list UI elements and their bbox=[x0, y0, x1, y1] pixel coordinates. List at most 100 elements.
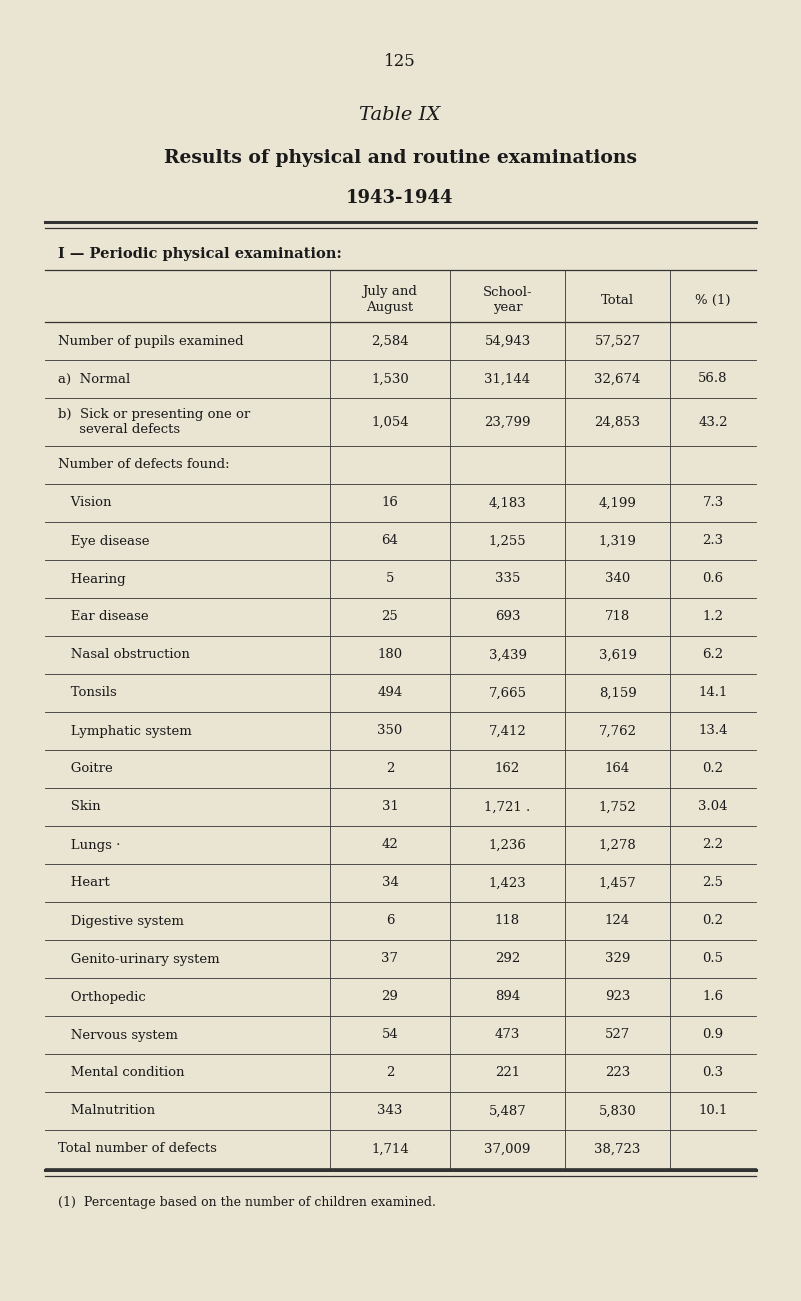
Text: Number of defects found:: Number of defects found: bbox=[58, 458, 230, 471]
Text: Heart: Heart bbox=[58, 877, 110, 890]
Text: 350: 350 bbox=[377, 725, 403, 738]
Text: 4,183: 4,183 bbox=[489, 497, 526, 510]
Text: 124: 124 bbox=[605, 915, 630, 928]
Text: 7,762: 7,762 bbox=[598, 725, 637, 738]
Text: 31: 31 bbox=[381, 800, 398, 813]
Text: Mental condition: Mental condition bbox=[58, 1067, 184, 1080]
Text: 718: 718 bbox=[605, 610, 630, 623]
Text: 56.8: 56.8 bbox=[698, 372, 728, 385]
Text: Hearing: Hearing bbox=[58, 572, 126, 585]
Text: 2.3: 2.3 bbox=[702, 535, 723, 548]
Text: Goitre: Goitre bbox=[58, 762, 113, 775]
Text: 2.2: 2.2 bbox=[702, 839, 723, 851]
Text: 1,255: 1,255 bbox=[489, 535, 526, 548]
Text: Total: Total bbox=[601, 294, 634, 307]
Text: Malnutrition: Malnutrition bbox=[58, 1105, 155, 1118]
Text: 923: 923 bbox=[605, 990, 630, 1003]
Text: 6: 6 bbox=[386, 915, 394, 928]
Text: Vision: Vision bbox=[58, 497, 111, 510]
Text: 1,423: 1,423 bbox=[489, 877, 526, 890]
Text: Lungs ·: Lungs · bbox=[58, 839, 120, 851]
Text: 4,199: 4,199 bbox=[598, 497, 637, 510]
Text: 37,009: 37,009 bbox=[485, 1142, 531, 1155]
Text: 7,412: 7,412 bbox=[489, 725, 526, 738]
Text: 38,723: 38,723 bbox=[594, 1142, 641, 1155]
Text: 5: 5 bbox=[386, 572, 394, 585]
Text: 118: 118 bbox=[495, 915, 520, 928]
Text: 3,619: 3,619 bbox=[598, 648, 637, 661]
Text: 54,943: 54,943 bbox=[485, 334, 530, 347]
Text: 31,144: 31,144 bbox=[485, 372, 530, 385]
Text: 0.9: 0.9 bbox=[702, 1029, 723, 1042]
Text: 5,487: 5,487 bbox=[489, 1105, 526, 1118]
Text: 6.2: 6.2 bbox=[702, 648, 723, 661]
Text: Lymphatic system: Lymphatic system bbox=[58, 725, 191, 738]
Text: (1)  Percentage based on the number of children examined.: (1) Percentage based on the number of ch… bbox=[58, 1196, 436, 1209]
Text: 1,530: 1,530 bbox=[371, 372, 409, 385]
Text: 16: 16 bbox=[381, 497, 398, 510]
Text: 25: 25 bbox=[381, 610, 398, 623]
Text: Orthopedic: Orthopedic bbox=[58, 990, 146, 1003]
Text: Genito-urinary system: Genito-urinary system bbox=[58, 952, 219, 965]
Text: b)  Sick or presenting one or
     several defects: b) Sick or presenting one or several def… bbox=[58, 407, 250, 436]
Text: 23,799: 23,799 bbox=[485, 415, 531, 428]
Text: 223: 223 bbox=[605, 1067, 630, 1080]
Text: I — Periodic physical examination:: I — Periodic physical examination: bbox=[58, 247, 342, 262]
Text: 24,853: 24,853 bbox=[594, 415, 641, 428]
Text: 527: 527 bbox=[605, 1029, 630, 1042]
Text: Skin: Skin bbox=[58, 800, 101, 813]
Text: 43.2: 43.2 bbox=[698, 415, 728, 428]
Text: 2,584: 2,584 bbox=[371, 334, 409, 347]
Text: 329: 329 bbox=[605, 952, 630, 965]
Text: 343: 343 bbox=[377, 1105, 403, 1118]
Text: Nervous system: Nervous system bbox=[58, 1029, 178, 1042]
Text: % (1): % (1) bbox=[695, 294, 731, 307]
Text: Tonsils: Tonsils bbox=[58, 687, 117, 700]
Text: Number of pupils examined: Number of pupils examined bbox=[58, 334, 244, 347]
Text: 1,236: 1,236 bbox=[489, 839, 526, 851]
Text: 162: 162 bbox=[495, 762, 520, 775]
Text: July and
August: July and August bbox=[363, 285, 417, 315]
Text: 1,054: 1,054 bbox=[371, 415, 409, 428]
Text: 164: 164 bbox=[605, 762, 630, 775]
Text: 0.6: 0.6 bbox=[702, 572, 723, 585]
Text: 8,159: 8,159 bbox=[598, 687, 636, 700]
Text: 1,714: 1,714 bbox=[371, 1142, 409, 1155]
Text: 2: 2 bbox=[386, 762, 394, 775]
Text: 2: 2 bbox=[386, 1067, 394, 1080]
Text: 29: 29 bbox=[381, 990, 398, 1003]
Text: 7,665: 7,665 bbox=[489, 687, 526, 700]
Text: 7.3: 7.3 bbox=[702, 497, 723, 510]
Text: 34: 34 bbox=[381, 877, 398, 890]
Text: 5,830: 5,830 bbox=[598, 1105, 636, 1118]
Text: Digestive system: Digestive system bbox=[58, 915, 184, 928]
Text: 0.3: 0.3 bbox=[702, 1067, 723, 1080]
Text: 494: 494 bbox=[377, 687, 403, 700]
Text: 335: 335 bbox=[495, 572, 520, 585]
Text: 0.5: 0.5 bbox=[702, 952, 723, 965]
Text: 1943-1944: 1943-1944 bbox=[346, 189, 453, 207]
Text: 292: 292 bbox=[495, 952, 520, 965]
Text: 1.6: 1.6 bbox=[702, 990, 723, 1003]
Text: 3.04: 3.04 bbox=[698, 800, 728, 813]
Text: 42: 42 bbox=[381, 839, 398, 851]
Text: 10.1: 10.1 bbox=[698, 1105, 727, 1118]
Text: 1,752: 1,752 bbox=[598, 800, 636, 813]
Text: 340: 340 bbox=[605, 572, 630, 585]
Text: 221: 221 bbox=[495, 1067, 520, 1080]
Text: 14.1: 14.1 bbox=[698, 687, 727, 700]
Text: 32,674: 32,674 bbox=[594, 372, 641, 385]
Text: 64: 64 bbox=[381, 535, 398, 548]
Text: 473: 473 bbox=[495, 1029, 520, 1042]
Text: 54: 54 bbox=[381, 1029, 398, 1042]
Text: 693: 693 bbox=[495, 610, 521, 623]
Text: 180: 180 bbox=[377, 648, 403, 661]
Text: Table IX: Table IX bbox=[360, 105, 441, 124]
Text: Nasal obstruction: Nasal obstruction bbox=[58, 648, 190, 661]
Text: 1,319: 1,319 bbox=[598, 535, 637, 548]
Text: Total number of defects: Total number of defects bbox=[58, 1142, 217, 1155]
Text: 1,457: 1,457 bbox=[598, 877, 636, 890]
Text: 1,721 .: 1,721 . bbox=[485, 800, 530, 813]
Text: 0.2: 0.2 bbox=[702, 915, 723, 928]
Text: School-
year: School- year bbox=[483, 285, 533, 315]
